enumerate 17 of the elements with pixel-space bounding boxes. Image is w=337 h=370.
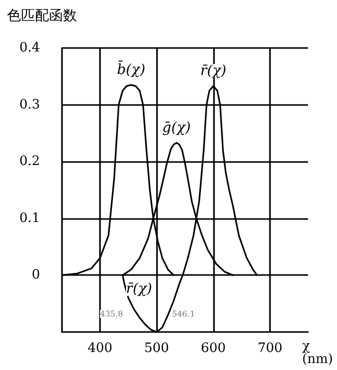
- y-tick-label: 0.2: [19, 154, 40, 170]
- annotation: 546.1: [172, 310, 195, 318]
- x-tick-label: 500: [144, 341, 170, 356]
- y-tick-label: 0: [32, 268, 40, 283]
- x-tick-label: 400: [88, 341, 112, 356]
- y-tick-label: 0.3: [19, 97, 40, 112]
- annotation: r̄(χ): [126, 281, 152, 297]
- series-label: r̄(χ): [200, 63, 226, 80]
- series-label: b̄(χ): [116, 60, 146, 78]
- annotation: 435.8: [100, 310, 123, 318]
- x-axis-title: χ (nm): [302, 339, 333, 367]
- x-tick-label: 700: [258, 341, 282, 356]
- chart-title: 色匹配函数: [7, 8, 77, 24]
- series-label: ḡ(χ): [162, 120, 191, 136]
- x-tick-label: 600: [200, 341, 226, 356]
- y-tick-label: 0.1: [19, 210, 40, 226]
- y-tick-label: 0.4: [19, 40, 40, 56]
